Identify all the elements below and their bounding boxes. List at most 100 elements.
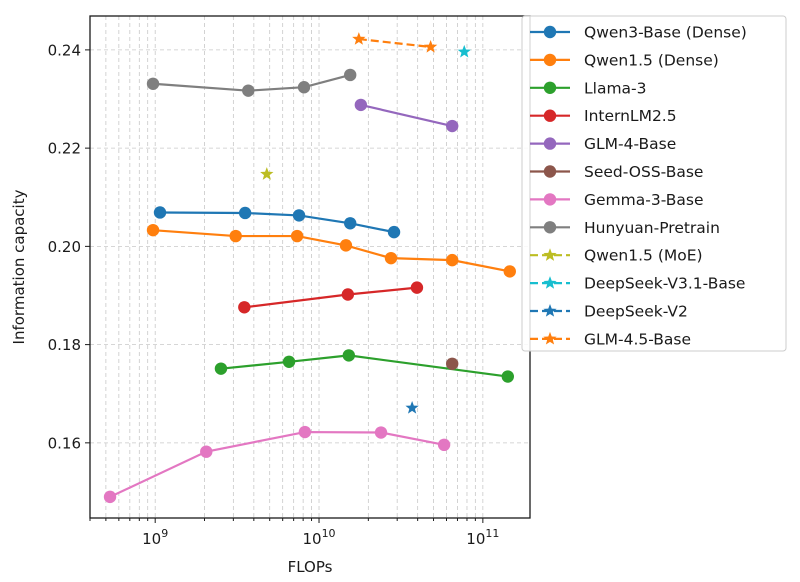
data-point: [214, 362, 228, 375]
series-gemma-3-base: [103, 425, 451, 504]
data-point-star: [352, 32, 366, 45]
data-point: [242, 84, 255, 97]
legend-item: DeepSeek-V3.1-Base: [530, 275, 745, 293]
series-line: [109, 430, 445, 498]
legend-marker-star: [543, 304, 557, 317]
legend-box: [521, 15, 787, 352]
y-axis-label: Information capacity: [10, 189, 28, 344]
legend: Qwen3-Base (Dense) Qwen1.5 (Dense) Llama-3…: [521, 15, 787, 352]
legend-label: Qwen1.5 (Dense): [584, 51, 719, 69]
data-point: [342, 349, 356, 362]
series-qwen3-base-dense: [153, 206, 401, 239]
legend-item: GLM-4.5-Base: [530, 330, 691, 348]
x-tick-exponent: 10: [322, 527, 336, 540]
data-point: [339, 239, 353, 252]
data-point: [298, 425, 312, 439]
legend-item: Seed-OSS-Base: [530, 163, 703, 181]
legend-marker: [543, 109, 557, 122]
data-point: [146, 223, 160, 237]
data-point-star: [260, 167, 274, 180]
legend-item: GLM-4-Base: [530, 135, 676, 153]
legend-label: Hunyuan-Pretrain: [584, 219, 720, 237]
series-qwen1-5-dense: [146, 223, 516, 278]
legend-label: GLM-4.5-Base: [584, 330, 691, 348]
series-seed-oss-base: [445, 357, 459, 370]
series-qwen1-5-moe: [260, 167, 274, 180]
x-tick-label: 1010: [302, 527, 335, 548]
x-tick-label: 1011: [466, 527, 499, 548]
data-point: [238, 301, 251, 314]
legend-item: InternLM2.5: [530, 107, 677, 125]
series-glm-4-5-base: [352, 32, 438, 53]
legend-item: DeepSeek-V2: [530, 303, 688, 321]
data-point-star: [457, 44, 471, 58]
data-point: [501, 370, 514, 383]
data-point: [344, 68, 357, 82]
data-point: [229, 229, 242, 243]
data-point: [503, 265, 516, 278]
x-axis-label: FLOPs: [288, 558, 333, 576]
series-glm-4-base: [354, 98, 459, 133]
legend-marker: [543, 193, 557, 206]
legend-label: Seed-OSS-Base: [584, 163, 703, 181]
legend-label: DeepSeek-V3.1-Base: [584, 275, 745, 293]
series-hunyuan-pretrain: [146, 68, 357, 97]
data-point-star: [423, 39, 438, 53]
series-internlm2-5: [238, 281, 424, 314]
x-tick-base: 10: [142, 530, 161, 548]
x-tick-exponent: 9: [161, 527, 168, 540]
data-point: [341, 288, 355, 301]
data-point: [292, 209, 306, 222]
legend-marker: [543, 25, 557, 39]
series-llama-3: [214, 349, 514, 383]
legend-item: Gemma-3-Base: [530, 191, 703, 209]
data-point: [374, 426, 388, 439]
series-line: [160, 211, 395, 234]
series-line: [360, 103, 453, 128]
data-point: [410, 281, 424, 294]
legend-item: Qwen1.5 (Dense): [530, 51, 719, 69]
legend-marker: [543, 165, 557, 178]
y-tick-label: 0.16: [48, 434, 81, 452]
series-layer: [103, 32, 516, 504]
legend-item: Qwen1.5 (MoE): [530, 247, 703, 265]
legend-label: GLM-4-Base: [584, 135, 676, 153]
data-point: [445, 119, 459, 133]
legend-label: Gemma-3-Base: [584, 191, 703, 209]
data-point: [146, 77, 160, 90]
legend-item: Llama-3: [530, 79, 647, 97]
data-point: [437, 438, 451, 452]
legend-marker-star: [543, 331, 557, 345]
data-point: [238, 206, 252, 220]
data-point: [384, 251, 398, 265]
series-line: [152, 73, 351, 92]
data-point: [387, 225, 401, 239]
data-point-star: [405, 400, 419, 414]
x-tick-label: 109: [142, 527, 168, 548]
data-point: [200, 445, 213, 458]
series-line: [358, 37, 431, 49]
legend-marker-star: [543, 276, 557, 289]
y-tick-label: 0.18: [48, 336, 81, 354]
x-tick-exponent: 11: [485, 527, 499, 540]
data-point: [354, 98, 368, 112]
data-point: [445, 253, 459, 267]
y-tick-label: 0.24: [48, 41, 81, 59]
x-tick-base: 10: [302, 530, 321, 548]
legend-marker: [543, 81, 557, 95]
y-tick-label: 0.22: [48, 140, 81, 158]
legend-item: Qwen3-Base (Dense): [530, 24, 747, 42]
series-line: [244, 286, 418, 309]
data-point: [290, 229, 304, 243]
legend-marker-star: [543, 248, 557, 261]
y-tick-label: 0.20: [48, 238, 81, 256]
legend-label: InternLM2.5: [584, 107, 677, 125]
legend-marker: [543, 221, 557, 234]
series-line: [220, 354, 508, 378]
legend-label: Qwen3-Base (Dense): [584, 24, 747, 42]
legend-label: Qwen1.5 (MoE): [584, 247, 703, 265]
data-point: [297, 81, 311, 94]
x-tick-base: 10: [466, 530, 485, 548]
legend-label: DeepSeek-V2: [584, 303, 688, 321]
